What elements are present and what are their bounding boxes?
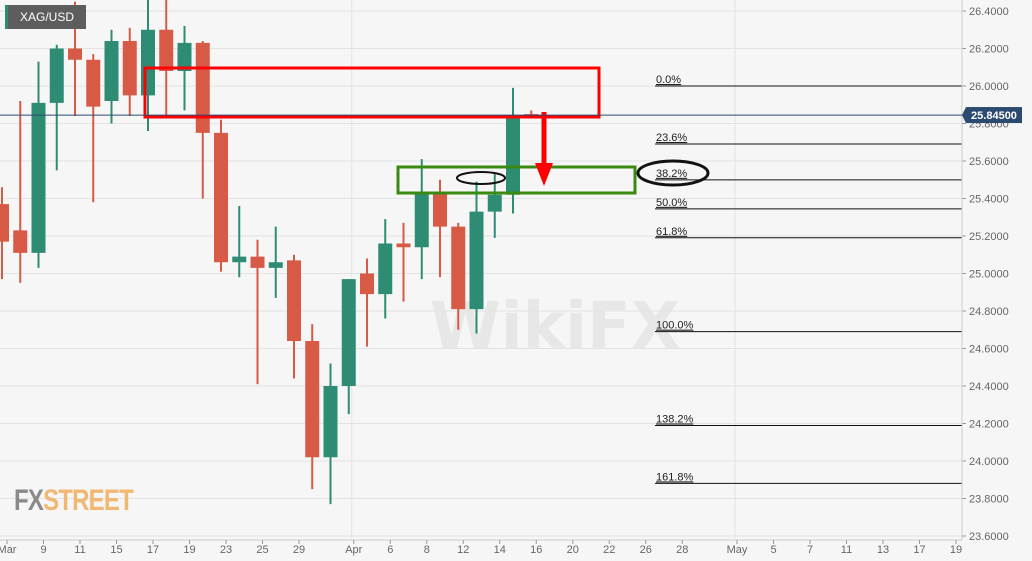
x-tick-label: Apr — [345, 544, 362, 556]
x-tick-label: 28 — [676, 544, 688, 556]
x-tick-label: 13 — [877, 544, 889, 556]
y-tick-label: 25.4000 — [969, 194, 1009, 206]
candle-body — [360, 273, 374, 295]
y-tick-label: 25.2000 — [969, 231, 1009, 243]
y-tick-label: 23.6000 — [969, 531, 1009, 543]
y-tick-label: 24.8000 — [969, 306, 1009, 318]
x-tick-label: 23 — [220, 544, 232, 556]
candle-body — [86, 59, 101, 107]
x-tick-label: 16 — [530, 544, 542, 556]
x-tick-label: 5 — [770, 544, 776, 556]
x-tick-label: 19 — [950, 544, 962, 556]
fib-level-label: 138.2% — [656, 413, 694, 425]
x-tick-label: 20 — [567, 544, 579, 556]
x-tick-label: 22 — [603, 544, 615, 556]
x-tick-label: 14 — [494, 544, 506, 556]
symbol-label: XAG/USD — [5, 5, 87, 29]
fib-level-label: 61.8% — [656, 226, 687, 238]
x-tick-label: 29 — [293, 544, 305, 556]
grid — [0, 0, 962, 540]
y-tick-label: 24.6000 — [969, 344, 1009, 356]
candle-body — [287, 260, 301, 341]
candle-body — [323, 386, 338, 458]
x-tick-label: 17 — [147, 544, 159, 556]
candle-body — [378, 243, 393, 295]
x-tick-label: 8 — [424, 544, 430, 556]
x-tick-label: 11 — [74, 544, 85, 556]
candle-body — [250, 256, 265, 268]
fib-level-label: 100.0% — [656, 320, 694, 332]
x-tick-label: 7 — [807, 544, 813, 556]
candle-body — [13, 230, 28, 253]
fib-level-label: 38.2% — [656, 168, 687, 180]
y-tick-label: 26.0000 — [969, 81, 1009, 93]
y-tick-label: 26.4000 — [969, 6, 1009, 18]
fibonacci-levels: 0.0% 23.6% 38.2% 50.0% 61.8% 100.0% 138.2% 161.… — [655, 74, 962, 484]
candle-body — [487, 194, 502, 212]
y-tick-label: 26.2000 — [969, 44, 1009, 56]
fib-level-label: 50.0% — [656, 197, 687, 209]
highlight-ellipse — [456, 171, 506, 185]
candles — [0, 0, 539, 505]
candle-body — [396, 243, 411, 248]
fib-38-ellipse — [636, 159, 710, 187]
candle-body — [0, 204, 9, 242]
x-tick-label: 25 — [256, 544, 268, 556]
candle-body — [214, 132, 228, 263]
fib-level-label: 0.0% — [656, 74, 681, 86]
candle-body — [68, 48, 82, 60]
support-zone — [396, 165, 637, 195]
y-tick-label: 24.0000 — [969, 456, 1009, 468]
y-tick-label: 24.4000 — [969, 381, 1009, 393]
candle-body — [305, 341, 320, 458]
x-tick-label: 15 — [110, 544, 122, 556]
candle-body — [341, 279, 356, 386]
candle-body — [451, 226, 466, 310]
candle-body — [414, 192, 429, 248]
annotations — [143, 66, 710, 195]
down-arrow-head — [535, 163, 553, 186]
y-tick-label: 24.2000 — [969, 419, 1009, 431]
candle-body — [433, 192, 447, 227]
candle-body — [141, 29, 155, 96]
resistance-zone — [143, 66, 601, 119]
x-tick-label: 11 — [841, 544, 852, 556]
candle-body — [268, 262, 283, 268]
fib-level-label: 161.8% — [656, 471, 694, 483]
candle-body — [506, 116, 520, 195]
x-tick-label: May — [727, 544, 748, 556]
candle-body — [195, 42, 210, 133]
x-tick-label: 17 — [913, 544, 925, 556]
x-tick-label: 12 — [457, 544, 469, 556]
fib-level-label: 23.6% — [656, 132, 687, 144]
x-tick-label: 9 — [40, 544, 46, 556]
current-price: 25.84500 — [0, 107, 1022, 124]
price-badge-pointer — [962, 107, 966, 124]
price-badge — [966, 107, 1022, 124]
candle-body — [31, 102, 46, 253]
current-price-label: 25.84500 — [971, 110, 1017, 122]
fxstreet-logo: FXSTREET — [14, 484, 134, 517]
candle-body — [104, 41, 119, 101]
y-tick-label: 25.6000 — [969, 156, 1009, 168]
x-tick-label: 6 — [387, 544, 393, 556]
candle-body — [159, 29, 174, 71]
x-tick-label: 19 — [183, 544, 195, 556]
candle-body — [122, 41, 137, 96]
x-tick-label: Mar — [0, 544, 17, 556]
axes: 26.400026.200026.000025.800025.600025.40… — [0, 0, 1009, 556]
candle-body — [177, 42, 192, 71]
candle-body — [49, 48, 64, 103]
y-tick-label: 23.8000 — [969, 494, 1009, 506]
candle-body — [469, 211, 484, 310]
x-tick-label: 26 — [640, 544, 652, 556]
candle-body — [232, 256, 247, 263]
y-tick-label: 25.0000 — [969, 269, 1009, 281]
